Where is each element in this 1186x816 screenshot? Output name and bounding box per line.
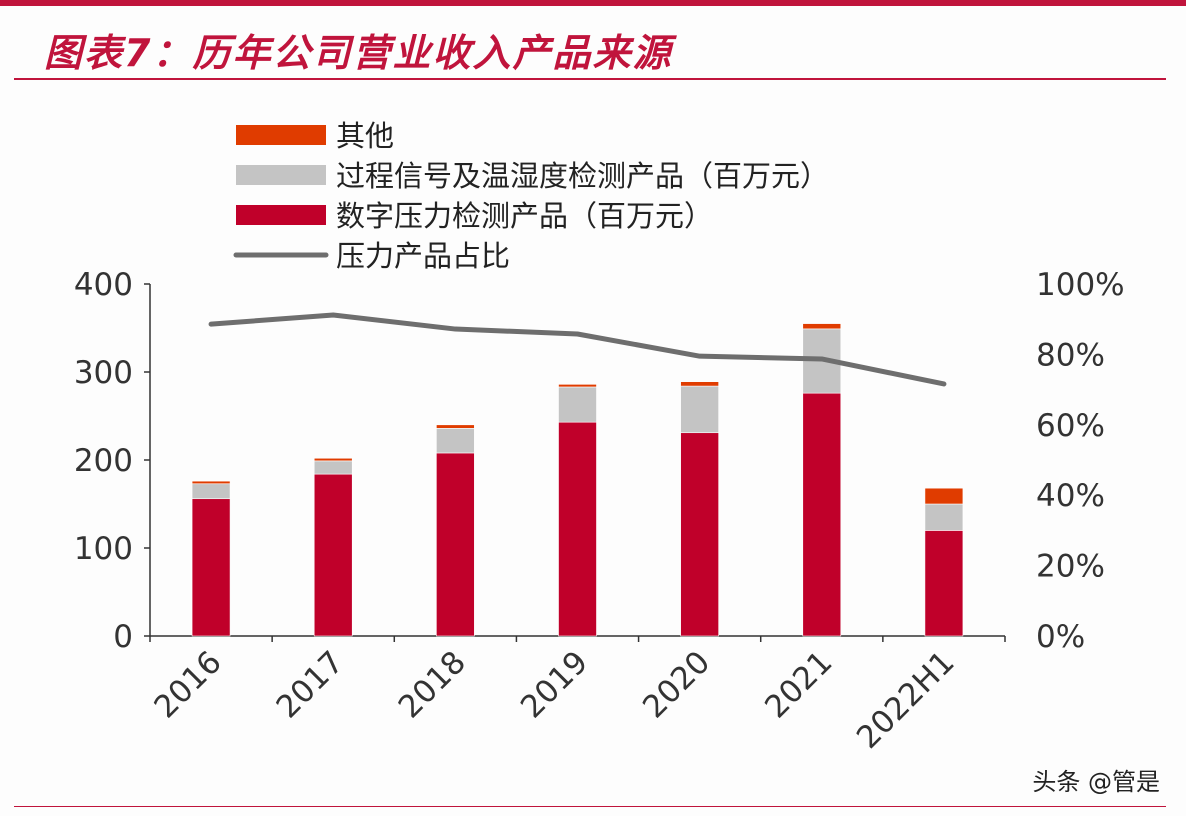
right-tick-label: 60% bbox=[1036, 408, 1105, 444]
bar-segment bbox=[313, 457, 353, 462]
right-tick-label: 80% bbox=[1036, 337, 1105, 373]
bar-segment bbox=[436, 452, 475, 637]
x-tick-label: 2022H1 bbox=[850, 644, 962, 756]
legend-swatch bbox=[236, 165, 326, 185]
bar-segment bbox=[313, 473, 353, 637]
legend-swatch bbox=[236, 205, 326, 225]
bar-segment bbox=[924, 487, 964, 505]
bar-segment bbox=[802, 323, 842, 330]
legend-swatch bbox=[236, 125, 326, 145]
watermark: 头条 @管是 bbox=[1032, 768, 1160, 796]
left-tick-label: 100 bbox=[74, 531, 133, 567]
bar-segment bbox=[924, 530, 964, 637]
left-tick-label: 0 bbox=[113, 619, 133, 655]
left-tick-label: 300 bbox=[74, 355, 133, 391]
x-tick-label: 2021 bbox=[758, 644, 839, 725]
bar-segment bbox=[558, 386, 597, 423]
bar-segment bbox=[191, 483, 231, 500]
x-tick-label: 2020 bbox=[636, 644, 717, 725]
bar-segment bbox=[680, 381, 719, 387]
legend-label: 数字压力检测产品（百万元） bbox=[336, 199, 713, 233]
bar-segment bbox=[191, 498, 231, 637]
x-tick-label: 2019 bbox=[514, 644, 595, 725]
bar-segment bbox=[558, 384, 597, 388]
bar-segment bbox=[191, 480, 231, 485]
bar-segment bbox=[802, 392, 842, 637]
right-tick-label: 40% bbox=[1036, 478, 1105, 514]
bottom-divider bbox=[14, 806, 1166, 807]
bar-segment bbox=[924, 503, 964, 531]
bar-segment bbox=[313, 460, 353, 475]
bar-segment bbox=[680, 432, 719, 637]
legend-label: 压力产品占比 bbox=[336, 239, 510, 273]
bar-segment bbox=[680, 385, 719, 434]
x-tick-label: 2018 bbox=[392, 644, 473, 725]
legend-label: 过程信号及温湿度检测产品（百万元） bbox=[336, 159, 829, 193]
right-tick-label: 0% bbox=[1036, 619, 1085, 655]
left-tick-label: 200 bbox=[74, 443, 133, 479]
title-divider bbox=[14, 78, 1166, 80]
left-tick-label: 400 bbox=[74, 267, 133, 303]
bar-segment bbox=[436, 424, 475, 429]
right-tick-label: 100% bbox=[1036, 267, 1125, 303]
right-tick-label: 20% bbox=[1036, 549, 1105, 585]
chart-title: 图表7：历年公司营业收入产品来源 bbox=[44, 31, 673, 75]
x-tick-label: 2017 bbox=[270, 644, 351, 725]
top-accent-bar bbox=[0, 0, 1186, 6]
bar-segment bbox=[436, 428, 475, 454]
legend-label: 其他 bbox=[336, 119, 394, 153]
x-tick-label: 2016 bbox=[147, 644, 228, 725]
bar-segment bbox=[558, 421, 597, 637]
